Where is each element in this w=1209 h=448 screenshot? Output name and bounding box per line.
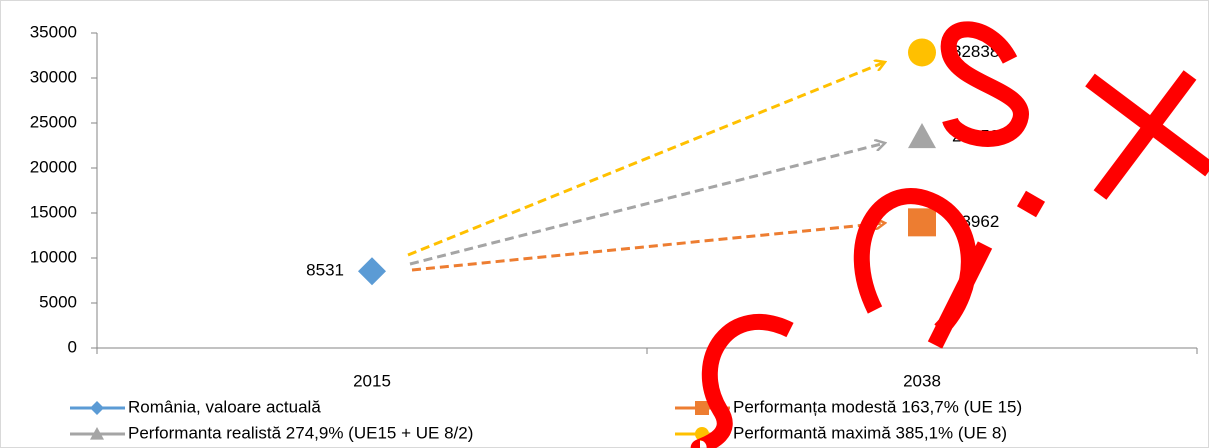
y-tick-label: 30000 bbox=[30, 67, 77, 86]
arrow bbox=[409, 143, 885, 266]
legend-label: Performantă maximă 385,1% (UE 8) bbox=[733, 423, 1007, 442]
y-tick-label: 35000 bbox=[30, 22, 77, 41]
legend-label: Performanța modestă 163,7% (UE 15) bbox=[733, 397, 1022, 416]
marker bbox=[908, 122, 936, 149]
legend-label: Performanta realistă 274,9% (UE15 + UE 8… bbox=[128, 423, 473, 442]
x-tick-label: 2015 bbox=[353, 371, 391, 390]
x-tick-label: 2038 bbox=[903, 371, 941, 390]
watermark bbox=[1085, 70, 1209, 200]
watermark bbox=[853, 188, 993, 349]
marker bbox=[358, 257, 386, 286]
arrows bbox=[407, 62, 885, 272]
y-tick-label: 0 bbox=[68, 337, 77, 356]
data-label: 8531 bbox=[306, 261, 344, 280]
y-tick-label: 15000 bbox=[30, 202, 77, 221]
arrow bbox=[411, 223, 885, 272]
watermark bbox=[690, 314, 794, 448]
marker bbox=[908, 38, 936, 67]
y-tick-label: 10000 bbox=[30, 247, 77, 266]
y-tick-label: 20000 bbox=[30, 157, 77, 176]
legend-marker bbox=[90, 401, 104, 415]
legend-marker bbox=[695, 401, 709, 415]
marker bbox=[908, 208, 936, 237]
data-label: 32838 bbox=[952, 42, 999, 61]
y-tick-label: 5000 bbox=[39, 292, 77, 311]
watermark bbox=[940, 21, 1029, 147]
category-ticks bbox=[96, 348, 1198, 354]
legend-marker bbox=[90, 427, 104, 440]
y-tick-label: 25000 bbox=[30, 112, 77, 131]
legend-label: România, valoare actuală bbox=[128, 397, 321, 416]
arrow bbox=[407, 62, 885, 257]
watermark bbox=[1016, 190, 1046, 218]
